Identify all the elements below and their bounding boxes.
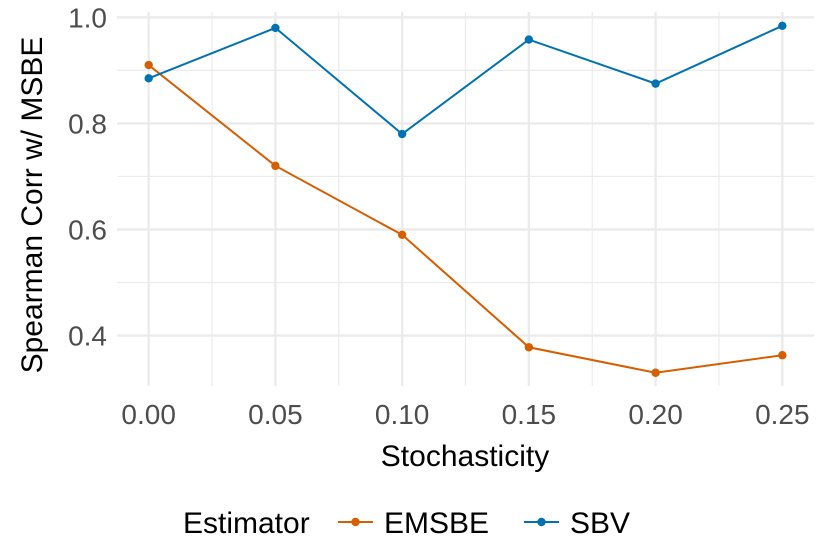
legend-title: Estimator [183, 507, 310, 540]
grid-lines [117, 12, 814, 386]
x-axis-ticks: 0.00 0.05 0.10 0.15 0.20 0.25 [121, 399, 809, 430]
y-tick-label: 0.4 [68, 321, 107, 352]
series-line [148, 64, 783, 374]
series-layer [144, 21, 787, 377]
legend-label: EMSBE [384, 507, 489, 540]
x-tick-label: 0.10 [375, 399, 430, 430]
data-point [524, 35, 534, 44]
legend-key-point [537, 517, 546, 527]
legend-key-point [351, 517, 360, 527]
x-tick-label: 0.25 [755, 399, 810, 430]
legend-label: SBV [570, 507, 630, 540]
data-point [271, 161, 280, 171]
x-tick-label: 0.15 [502, 399, 557, 430]
y-axis-ticks: 0.4 0.6 0.8 1.0 [68, 2, 107, 351]
y-tick-label: 0.6 [68, 215, 107, 246]
y-tick-label: 0.8 [68, 108, 107, 139]
data-point [397, 129, 407, 139]
legend-item-sbv: SBV [524, 507, 630, 540]
data-point [524, 343, 534, 352]
series-emsbe [144, 60, 787, 377]
data-point [144, 60, 153, 70]
x-tick-label: 0.00 [121, 399, 176, 430]
data-point [144, 74, 153, 83]
data-point [651, 368, 660, 377]
data-point [271, 23, 280, 33]
series-line [148, 24, 783, 136]
series-sbv [144, 21, 787, 139]
legend-item-emsbe: EMSBE [338, 507, 489, 540]
y-tick-label: 1.0 [68, 2, 107, 33]
x-tick-label: 0.05 [248, 399, 303, 430]
data-point [778, 351, 787, 360]
legend: Estimator EMSBE SBV [183, 507, 630, 540]
data-point [778, 21, 787, 30]
x-axis-title: Stochasticity [381, 440, 549, 473]
data-point [397, 230, 407, 240]
data-point [651, 79, 660, 88]
x-tick-label: 0.20 [628, 399, 683, 430]
y-axis-title: Spearman Corr w/ MSBE [16, 37, 49, 374]
